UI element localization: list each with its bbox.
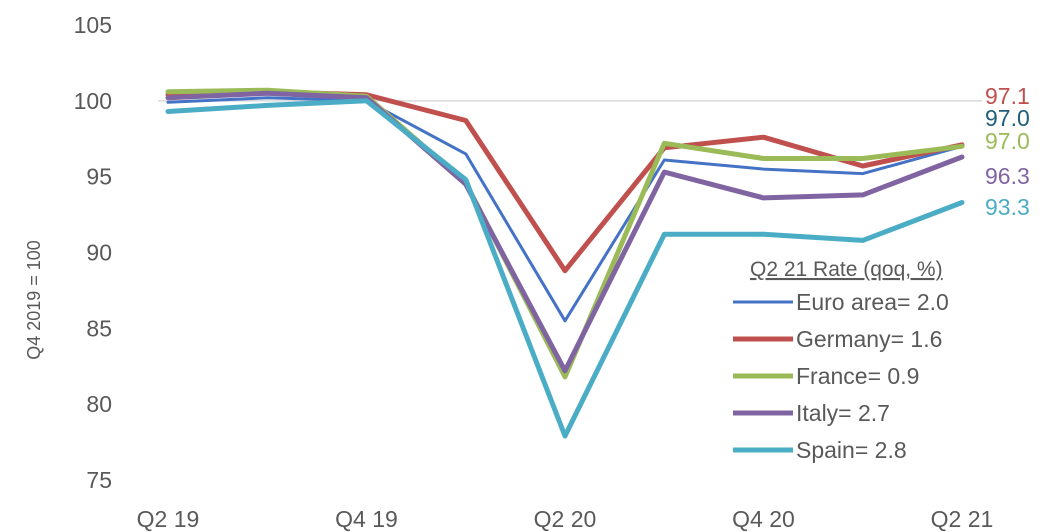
y-tick-label: 95 <box>86 164 112 190</box>
y-tick-label: 75 <box>86 467 112 493</box>
y-tick-label: 90 <box>86 240 112 266</box>
legend-label: Euro area= 2.0 <box>796 289 949 315</box>
end-value-label: 97.0 <box>985 105 1030 131</box>
end-value-labels: 97.097.197.096.393.3 <box>985 83 1030 220</box>
x-tick-label: Q4 20 <box>732 506 795 532</box>
end-value-label: 93.3 <box>985 194 1030 220</box>
series-line <box>166 96 964 323</box>
x-tick-label: Q4 19 <box>335 506 398 532</box>
end-value-label: 97.0 <box>985 128 1030 154</box>
y-tick-label: 100 <box>74 88 112 114</box>
y-tick-label: 80 <box>86 391 112 417</box>
x-axis-ticks: Q2 19 Q4 19 Q2 20 Q4 20 Q2 21 <box>137 506 994 532</box>
legend-label: Spain= 2.8 <box>796 437 907 463</box>
series-line <box>165 98 965 439</box>
legend-label: Italy= 2.7 <box>796 400 890 426</box>
x-tick-label: Q2 19 <box>137 506 200 532</box>
end-value-label: 97.1 <box>985 83 1030 109</box>
legend-title: Q2 21 Rate (qoq, %) <box>750 258 943 281</box>
y-axis-ticks: 105 100 95 90 85 80 75 <box>74 12 112 493</box>
y-axis-label: Q4 2019 = 100 <box>24 240 44 360</box>
series-line <box>165 89 965 274</box>
series-lines <box>165 87 965 439</box>
y-tick-label: 85 <box>86 315 112 341</box>
legend: Q2 21 Rate (qoq, %) Euro area= 2.0 German… <box>733 258 949 463</box>
x-tick-label: Q2 21 <box>931 506 994 532</box>
x-tick-label: Q2 20 <box>534 506 597 532</box>
series-line <box>165 87 965 380</box>
legend-label: France= 0.9 <box>796 363 919 389</box>
legend-label: Germany= 1.6 <box>796 326 942 352</box>
y-tick-label: 105 <box>74 12 112 38</box>
end-value-label: 96.3 <box>985 163 1030 189</box>
series-line <box>165 90 965 374</box>
